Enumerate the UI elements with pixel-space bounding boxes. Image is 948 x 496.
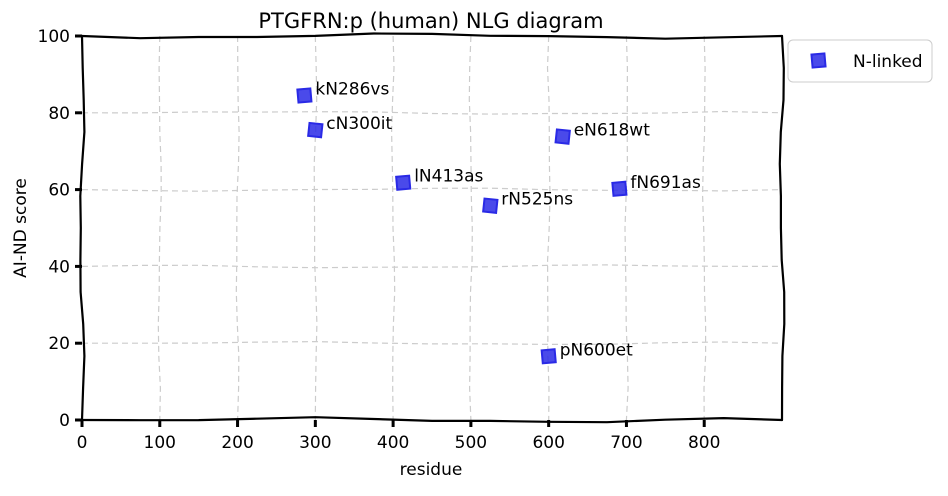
x-grid-line <box>701 35 707 421</box>
point-label: cN300it <box>326 114 392 134</box>
x-grid-line <box>157 35 162 421</box>
legend-entry-label: N-linked <box>853 52 923 72</box>
point-marker-square <box>554 128 571 145</box>
x-tick-label: 400 <box>377 433 409 453</box>
y-axis-label: AI-ND score <box>11 178 31 278</box>
point-marker-square <box>395 174 412 191</box>
frame-top <box>80 32 784 40</box>
x-tick-label: 500 <box>455 433 487 453</box>
point-marker-square <box>307 121 324 139</box>
y-tick-label: 40 <box>48 257 70 277</box>
x-tick-label: 0 <box>77 433 88 453</box>
legend-marker-square-icon <box>810 52 827 69</box>
x-tick-label: 200 <box>221 433 253 453</box>
frame-bottom <box>80 416 784 424</box>
point-label: rN525ns <box>501 190 573 210</box>
point-label: kN286vs <box>315 80 389 100</box>
y-grid-line <box>82 340 783 346</box>
data-point: eN618wt <box>554 121 651 145</box>
data-point: rN525ns <box>482 190 573 214</box>
point-marker-square <box>540 348 557 365</box>
axis-ticks: 0 100 200 300 400 500 600 700 800 0 20 40 60 80 100 <box>38 27 721 453</box>
point-marker-square <box>296 87 313 104</box>
x-tick-label: 800 <box>688 433 720 453</box>
data-point: pN600et <box>540 340 633 365</box>
y-tick-label: 80 <box>48 104 70 124</box>
frame-right <box>778 34 786 422</box>
point-label: lN413as <box>414 167 483 187</box>
legend: N-linked <box>787 39 933 83</box>
x-grid-line <box>468 35 473 421</box>
x-grid-line <box>624 35 629 421</box>
point-label: pN600et <box>560 340 633 360</box>
x-axis-label: residue <box>400 460 463 480</box>
y-grid-line <box>81 187 783 192</box>
y-tick-label: 20 <box>48 334 70 354</box>
data-points: kN286vs cN300it lN413as rN525ns pN600et eN618… <box>296 80 701 365</box>
x-tick-label: 300 <box>299 433 331 453</box>
point-marker-square <box>482 197 499 214</box>
point-label: fN691as <box>630 173 701 193</box>
x-tick-label: 700 <box>610 433 642 453</box>
y-tick-label: 0 <box>59 411 70 431</box>
frame-left <box>79 34 86 422</box>
y-grid-line <box>81 264 783 269</box>
data-point: cN300it <box>307 114 393 139</box>
data-point: kN286vs <box>296 80 389 104</box>
point-marker-square <box>611 180 628 197</box>
x-grid-line <box>390 35 396 421</box>
x-tick-label: 100 <box>144 433 176 453</box>
chart-title: PTGFRN:p (human) NLG diagram <box>258 9 603 33</box>
legend-box <box>787 39 933 83</box>
data-point: fN691as <box>611 173 701 197</box>
x-grid-line <box>235 35 240 421</box>
x-tick-label: 600 <box>532 433 564 453</box>
point-label: eN618wt <box>574 121 651 141</box>
y-grid-line <box>81 110 783 115</box>
x-grid-line <box>313 35 318 421</box>
y-tick-label: 100 <box>38 27 70 47</box>
y-tick-label: 60 <box>48 181 70 201</box>
grid <box>81 35 783 421</box>
data-point: lN413as <box>395 167 484 191</box>
plot-frame <box>79 32 786 424</box>
